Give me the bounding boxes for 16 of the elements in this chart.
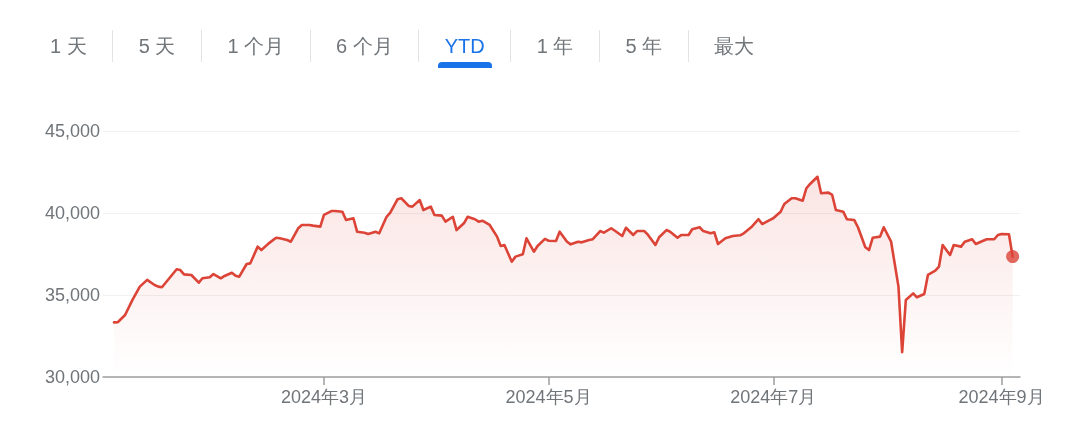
y-tick-label: 35,000 — [44, 285, 100, 305]
text: 最大 — [714, 34, 755, 59]
y-tick-label: 30,000 — [44, 367, 100, 387]
text: 5 天 — [138, 34, 176, 59]
x-tick-label: 2024年3月 — [280, 387, 367, 407]
x-tick-label: 2024年7月 — [730, 387, 817, 407]
x-tick-label: 2024年9月 — [958, 387, 1045, 407]
text: 1 个月 — [227, 34, 285, 59]
text: 1 年 — [536, 34, 574, 59]
text: YTD — [444, 34, 485, 59]
text: 5 年 — [625, 34, 663, 59]
x-tick-label: 2024年5月 — [505, 387, 592, 407]
y-tick-label: 40,000 — [44, 203, 100, 223]
text: 1 天 — [50, 34, 87, 59]
y-tick-label: 45,000 — [44, 121, 100, 141]
text: 6 个月 — [336, 34, 393, 59]
